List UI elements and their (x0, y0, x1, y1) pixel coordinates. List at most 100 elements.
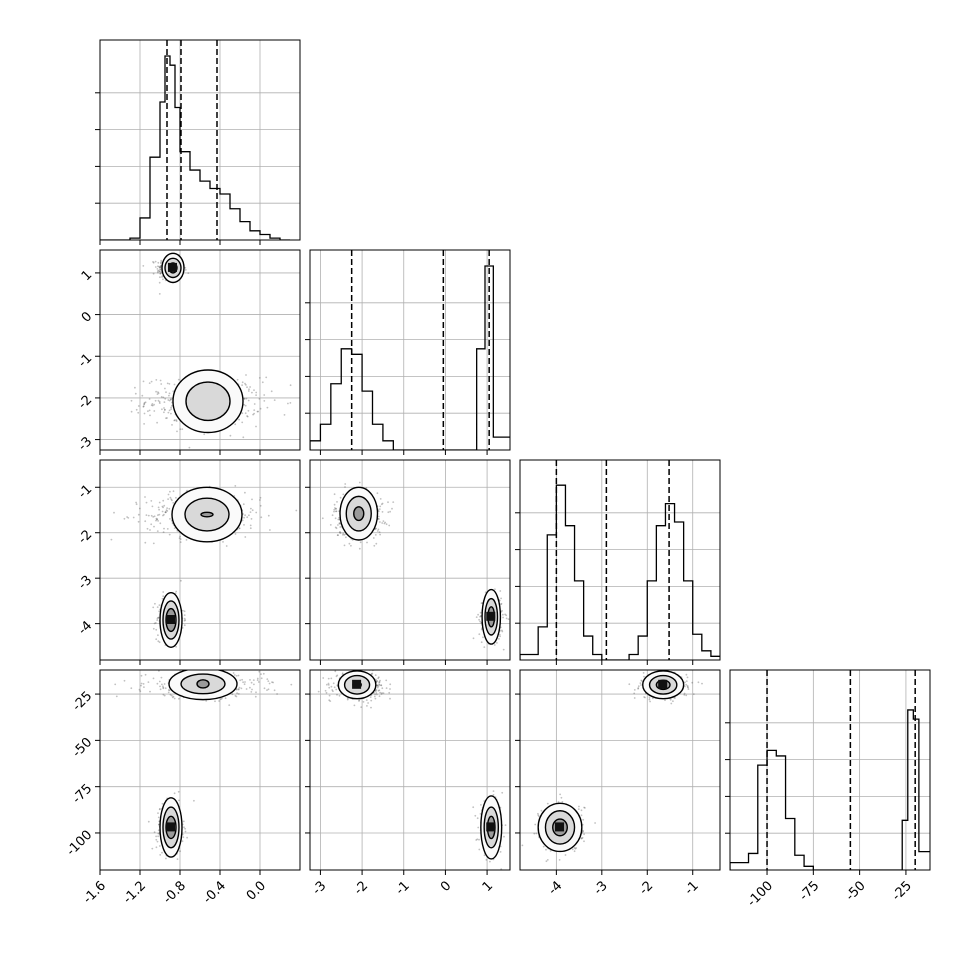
scatter-point (115, 695, 118, 698)
scatter-point (381, 511, 384, 513)
scatter-point (222, 541, 224, 543)
scatter-point (157, 812, 159, 814)
y-tick-label: 0 (79, 309, 95, 325)
scatter-point (172, 490, 175, 493)
scatter-point (259, 499, 261, 501)
scatter-point (156, 518, 159, 520)
scatter-point (369, 696, 372, 698)
x-tick-label: -0.8 (160, 878, 189, 907)
scatter-point (687, 688, 690, 690)
scatter-point (142, 265, 145, 267)
scatter-point (321, 517, 324, 520)
y-tick-label: 1 (79, 268, 95, 284)
scatter-point (546, 802, 549, 805)
scatter-point (158, 641, 161, 644)
scatter-point (290, 683, 293, 686)
scatter-point (184, 266, 187, 269)
scatter-point (179, 850, 182, 853)
scatter-point (379, 679, 381, 682)
x-tick-label: -1 (393, 878, 413, 898)
scatter-point (218, 700, 221, 702)
scatter-point (253, 683, 255, 686)
scatter-point (253, 389, 255, 391)
x-tick-label: 0 (438, 878, 454, 894)
scatter-point (253, 403, 256, 405)
scatter-point (159, 272, 162, 275)
scatter-point (219, 698, 222, 701)
scatter-point (633, 689, 636, 691)
scatter-point (333, 686, 336, 689)
scatter-point (255, 391, 258, 394)
scatter-point (251, 509, 254, 512)
scatter-point (477, 826, 480, 829)
scatter-point (575, 847, 578, 849)
scatter-point (156, 393, 159, 395)
scatter-point (193, 799, 195, 802)
scatter-point (158, 808, 161, 811)
panel-3-0 (95, 669, 301, 875)
scatter-point (256, 679, 259, 681)
scatter-point (360, 706, 363, 708)
scatter-point (559, 793, 561, 796)
scatter-point (137, 513, 140, 516)
scatter-point (164, 397, 167, 400)
scatter-point (334, 517, 337, 520)
scatter-point (502, 613, 504, 616)
scatter-point (238, 686, 241, 689)
scatter-point (110, 538, 113, 541)
scatter-point (375, 692, 378, 694)
scatter-point (170, 398, 172, 401)
histogram-line (730, 709, 930, 870)
scatter-point (571, 848, 574, 851)
scatter-point (160, 261, 163, 264)
scatter-point (263, 394, 266, 396)
scatter-point (337, 534, 339, 537)
scatter-point (158, 402, 161, 404)
scatter-point (123, 517, 126, 520)
scatter-point (234, 533, 237, 535)
scatter-point (639, 682, 642, 684)
scatter-point (152, 261, 155, 264)
scatter-point (644, 696, 646, 699)
scatter-point (381, 502, 384, 505)
scatter-point (157, 616, 160, 619)
scatter-point (387, 511, 390, 514)
x-tick-label: -100 (745, 878, 776, 909)
scatter-point (493, 644, 496, 646)
scatter-point (334, 508, 337, 510)
scatter-point (582, 830, 584, 833)
scatter-point (155, 846, 158, 849)
scatter-point (337, 518, 340, 521)
scatter-point (342, 493, 345, 496)
scatter-point (335, 675, 338, 678)
scatter-point (242, 436, 245, 439)
scatter-point (377, 676, 380, 679)
scatter-point (375, 679, 378, 682)
scatter-point (362, 701, 365, 703)
scatter-point (142, 380, 145, 383)
scatter-point (155, 517, 158, 520)
scatter-point (162, 693, 165, 696)
scatter-point (179, 535, 182, 538)
scatter-point (482, 636, 484, 639)
scatter-point (379, 533, 381, 536)
scatter-point (475, 616, 478, 618)
scatter-point (633, 692, 636, 695)
scatter-point (164, 687, 167, 690)
scatter-point (126, 516, 128, 518)
scatter-point (168, 533, 171, 536)
scatter-point (168, 689, 171, 692)
scatter-point (177, 790, 180, 793)
scatter-point (156, 530, 159, 532)
scatter-point (267, 514, 270, 517)
scatter-point (167, 493, 170, 496)
scatter-point (244, 404, 247, 407)
scatter-point (157, 271, 159, 274)
scatter-point (162, 685, 164, 688)
scatter-point (158, 265, 161, 268)
scatter-point (501, 791, 504, 794)
scatter-point (143, 423, 146, 425)
scatter-point (163, 401, 166, 403)
scatter-point (344, 486, 346, 488)
scatter-point (183, 619, 186, 622)
